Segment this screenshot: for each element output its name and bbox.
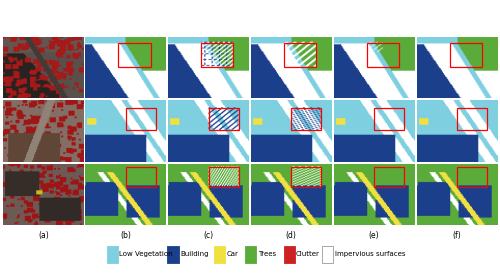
- Bar: [457, 167, 487, 187]
- Bar: [374, 108, 404, 130]
- Text: Building: Building: [180, 251, 208, 257]
- Text: (b): (b): [121, 231, 132, 240]
- Bar: [292, 167, 322, 187]
- Bar: [457, 108, 487, 130]
- Text: (e): (e): [368, 231, 379, 240]
- Bar: [450, 43, 482, 67]
- Text: (f): (f): [452, 231, 460, 240]
- Bar: [374, 167, 404, 187]
- Bar: [208, 167, 238, 187]
- Bar: [284, 43, 316, 67]
- Bar: [367, 43, 399, 67]
- Text: Impervious surfaces: Impervious surfaces: [335, 251, 406, 257]
- Text: Trees: Trees: [258, 251, 276, 257]
- Bar: [118, 43, 150, 67]
- Text: (d): (d): [286, 231, 296, 240]
- Text: Car: Car: [226, 251, 238, 257]
- Bar: [202, 43, 234, 67]
- Text: (c): (c): [204, 231, 214, 240]
- Bar: [292, 108, 322, 130]
- Bar: [126, 167, 156, 187]
- Text: Clutter: Clutter: [296, 251, 320, 257]
- Text: (a): (a): [38, 231, 49, 240]
- Bar: [126, 108, 156, 130]
- Text: Low Vegetation: Low Vegetation: [120, 251, 173, 257]
- Bar: [208, 108, 238, 130]
